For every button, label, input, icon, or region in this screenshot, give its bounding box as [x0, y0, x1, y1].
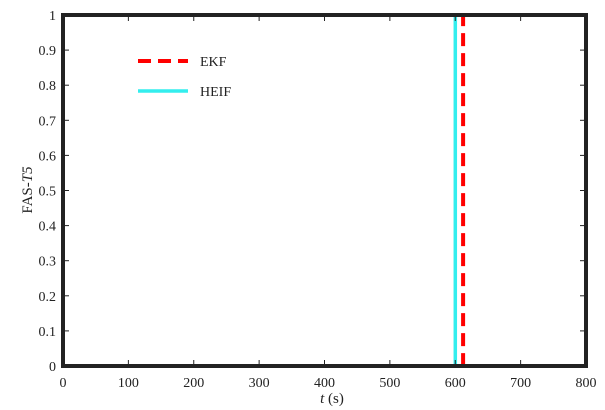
y-tick-label: 0.7	[39, 114, 57, 129]
x-axis-label: t (s)	[320, 391, 344, 407]
y-axis-label: FAS-T5	[20, 166, 36, 214]
x-tick-label: 600	[445, 376, 466, 391]
legend-label-heif: HEIF	[200, 85, 231, 100]
x-tick-label: 200	[183, 376, 204, 391]
y-tick-label: 0.3	[39, 255, 57, 270]
legend: EKF HEIF	[138, 55, 231, 100]
y-tick-label: 0.1	[39, 325, 57, 340]
x-tick-label: 700	[510, 376, 531, 391]
legend-label-ekf: EKF	[200, 55, 227, 70]
y-tick-label: 0.8	[39, 79, 57, 94]
x-tick-label: 0	[60, 376, 67, 391]
x-tick-label: 400	[314, 376, 335, 391]
plot-background	[63, 15, 586, 366]
x-tick-label: 300	[249, 376, 270, 391]
y-tick-label: 0.9	[39, 44, 57, 59]
plot-area	[63, 15, 586, 366]
y-tick-label: 0.2	[39, 290, 57, 305]
x-tick-label: 100	[118, 376, 139, 391]
y-tick-label: 0.6	[39, 149, 57, 164]
ticks-layer: 0 100 200 300 400 500 600 700 800 0 0.1 0.2 0.3 0.4 0.…	[39, 9, 597, 391]
y-tick-label: 0.4	[39, 220, 57, 235]
x-tick-label: 500	[379, 376, 400, 391]
x-tick-label: 800	[576, 376, 597, 391]
y-tick-label: 0	[49, 360, 56, 375]
y-tick-label: 1	[49, 9, 56, 24]
y-tick-label: 0.5	[39, 185, 57, 200]
